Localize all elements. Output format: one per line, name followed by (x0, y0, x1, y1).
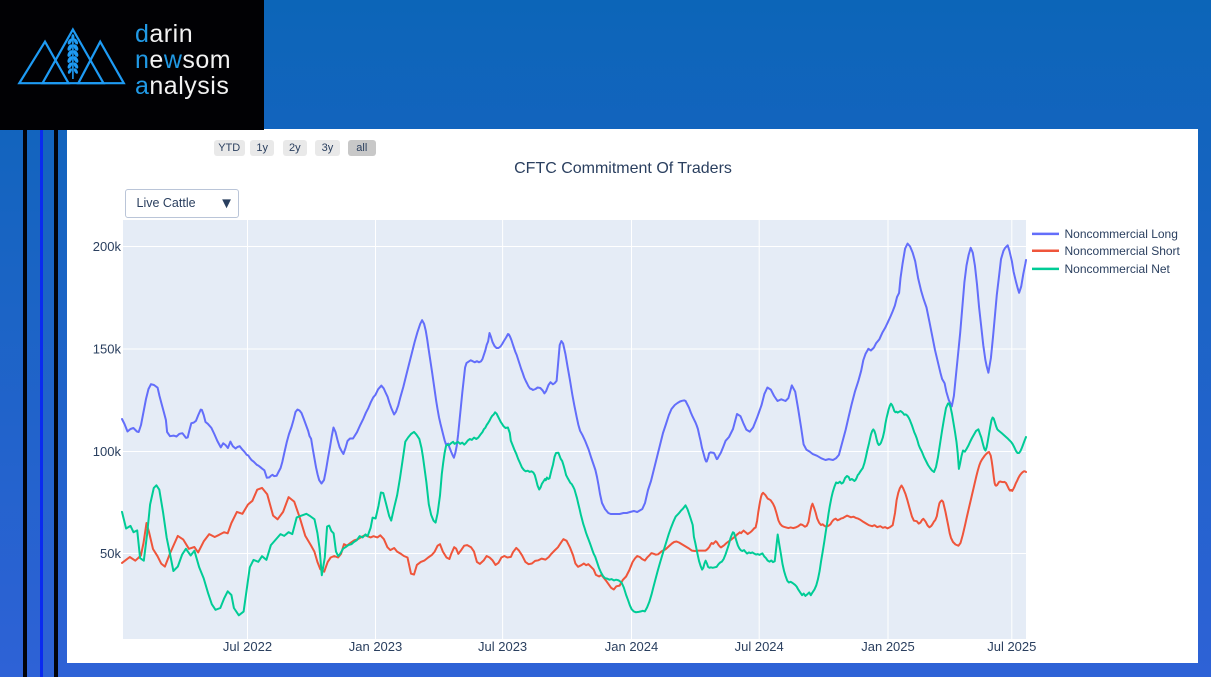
svg-text:Noncommercial Short: Noncommercial Short (1065, 244, 1181, 258)
svg-text:Jan 2024: Jan 2024 (605, 639, 659, 654)
svg-text:150k: 150k (93, 342, 122, 357)
svg-text:Noncommercial Long: Noncommercial Long (1065, 227, 1178, 241)
svg-text:100k: 100k (93, 444, 122, 459)
svg-text:Jul 2024: Jul 2024 (735, 639, 784, 654)
svg-text:Noncommercial Net: Noncommercial Net (1065, 262, 1171, 276)
svg-text:Jul 2022: Jul 2022 (223, 639, 272, 654)
svg-text:Jan 2023: Jan 2023 (349, 639, 403, 654)
svg-text:200k: 200k (93, 239, 122, 254)
svg-text:Jan 2025: Jan 2025 (861, 639, 915, 654)
svg-text:Jul 2025: Jul 2025 (987, 639, 1036, 654)
svg-text:Jul 2023: Jul 2023 (478, 639, 527, 654)
svg-text:50k: 50k (100, 546, 121, 561)
